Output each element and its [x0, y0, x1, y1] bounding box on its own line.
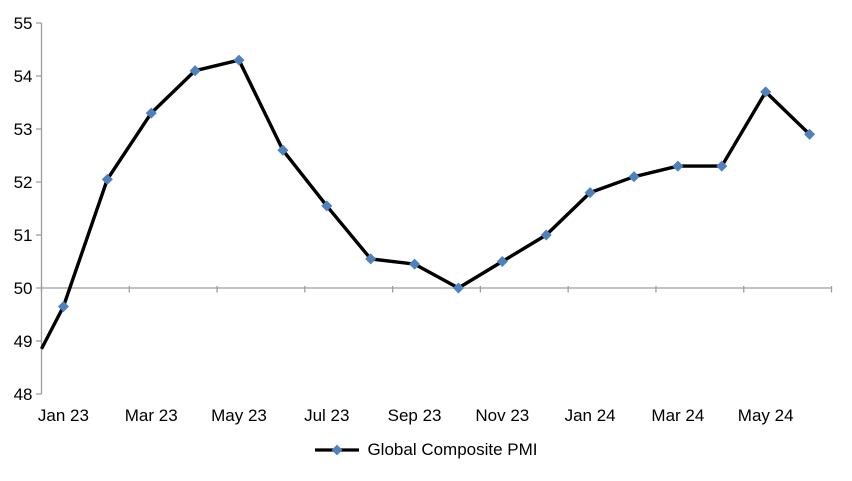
data-point-marker [101, 173, 113, 185]
data-point-marker [716, 160, 728, 172]
data-point-marker [672, 160, 684, 172]
x-axis-tick-label: Jan 24 [565, 406, 616, 425]
y-axis-tick-label: 52 [14, 173, 33, 192]
x-axis-tick-label: Mar 23 [125, 406, 178, 425]
y-axis-tick-label: 50 [14, 279, 33, 298]
data-point-marker [628, 171, 640, 183]
y-axis-tick-label: 51 [14, 226, 33, 245]
x-axis-tick-label: Jan 23 [38, 406, 89, 425]
y-axis-tick-label: 48 [14, 385, 33, 404]
data-point-marker [452, 282, 464, 294]
y-axis-tick-label: 49 [14, 332, 33, 351]
data-point-marker [277, 144, 289, 156]
data-point-marker [233, 54, 245, 66]
data-point-marker [584, 187, 596, 199]
data-point-marker [496, 255, 508, 268]
x-axis-tick-label: May 24 [738, 406, 794, 425]
x-axis-tick-label: Nov 23 [475, 406, 529, 425]
x-axis-tick-label: Sep 23 [388, 406, 442, 425]
pmi-series-line [39, 58, 811, 350]
data-point-marker [189, 65, 201, 77]
x-axis-tick-label: Jul 23 [304, 406, 349, 425]
x-axis-tick-label: May 23 [211, 406, 267, 425]
y-axis-tick-label: 53 [14, 120, 33, 139]
y-axis-tick-label: 55 [14, 14, 33, 33]
x-axis-tick-label: Mar 24 [651, 406, 704, 425]
data-point-marker [365, 253, 377, 265]
data-point-marker [804, 128, 816, 140]
data-point-marker [145, 107, 157, 119]
data-point-marker [409, 258, 421, 270]
y-axis-tick-label: 54 [14, 67, 33, 86]
